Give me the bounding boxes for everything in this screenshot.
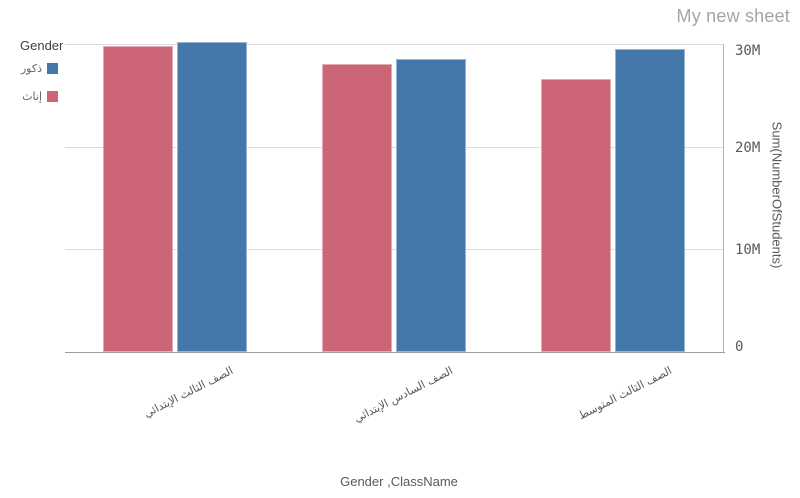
- x-category-label-3[interactable]: الصف الثالث المتوسط: [576, 364, 675, 423]
- y-tick-label-10M: 10M: [735, 242, 761, 259]
- y-tick-label-20M: 20M: [735, 139, 761, 156]
- y-tick-label-30M: 30M: [735, 43, 761, 59]
- legend-item-male[interactable]: ذكور: [0, 60, 58, 76]
- bar-ذكور-3[interactable]: [615, 49, 686, 352]
- legend-title: Gender: [20, 38, 64, 53]
- x-axis-line: [65, 352, 725, 353]
- legend-item-label: إناث: [22, 89, 42, 103]
- y-axis-line: [723, 44, 724, 352]
- bar-إناث-1[interactable]: [102, 46, 173, 352]
- gridline-10M: [65, 249, 723, 251]
- bar-ذكور-2[interactable]: [396, 59, 466, 352]
- legend-swatch-icon: [47, 90, 58, 102]
- x-axis-title: Gender ,ClassName: [340, 474, 458, 489]
- x-category-label-2[interactable]: الصف السادس الإبتدائي: [351, 364, 455, 426]
- y-tick-label-0: 0: [735, 339, 744, 355]
- gridline-20M: [65, 146, 723, 148]
- legend-item-label: ذكور: [20, 61, 42, 75]
- bar-إناث-3[interactable]: [541, 78, 612, 352]
- gridline-30M: [65, 44, 723, 45]
- legend-items: ذكور إناث: [0, 60, 58, 116]
- x-category-label-1[interactable]: الصف الثالث الإبتدائي: [142, 364, 236, 421]
- legend-swatch-icon: [47, 62, 58, 74]
- legend-item-female[interactable]: إناث: [0, 88, 58, 104]
- bar-إناث-2[interactable]: [322, 63, 392, 352]
- sheet-title: My new sheet: [676, 6, 790, 26]
- bar-ذكور-1[interactable]: [176, 41, 247, 352]
- y-axis-title: Sum(NumberOfStudents): [769, 121, 785, 269]
